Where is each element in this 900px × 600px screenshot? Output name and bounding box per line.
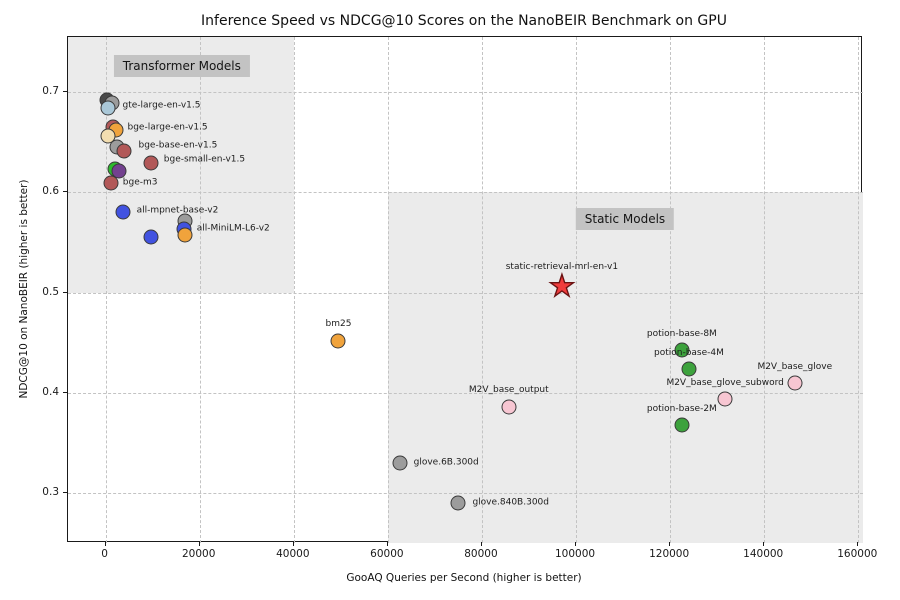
gridline-x-120000 [670,37,672,543]
point-label-all-mpnet-base-v2: all-mpnet-base-v2 [136,205,219,216]
y-tick-0.6 [63,191,67,193]
x-tick-label-100000: 100000 [555,548,596,560]
data-point-glove.840B.300d [450,495,466,511]
point-label-all-MiniLM-L6-v2: all-MiniLM-L6-v2 [196,223,270,234]
data-point-glove.6B.300d [392,455,408,471]
point-label-glove.840B.300d: glove.840B.300d [472,497,549,508]
y-tick-label-0.6: 0.6 [42,185,59,198]
gridline-x-140000 [764,37,766,543]
x-tick-label-60000: 60000 [370,548,404,560]
point-label-gte-large-en-v1.5: gte-large-en-v1.5 [122,100,201,111]
data-point-unlabeled-blue [143,229,159,245]
data-point-bge-base-en-v1.5 [116,143,131,159]
gridline-y-0.4 [68,392,863,394]
data-point-potion-base-2M [674,417,690,433]
data-point-M2V_base_glove_subword [717,391,733,407]
gridline-x-60000 [387,37,389,543]
region-label-static-models: Static Models [575,208,675,231]
x-tick-40000 [292,542,294,546]
y-tick-0.7 [63,91,67,93]
data-point-static-retrieval-mrl-en-v1: ★ [548,269,576,305]
point-label-potion-base-4M: potion-base-4M [653,347,724,358]
data-point-unlabeled-wheat [100,128,116,144]
point-label-M2V_base_glove: M2V_base_glove [757,361,833,372]
data-point-M2V_base_output [501,399,517,415]
point-label-potion-base-2M: potion-base-2M [646,403,717,414]
point-label-M2V_base_glove_subword: M2V_base_glove_subword [666,377,784,388]
shaded-region-static-models [387,192,863,543]
y-tick-0.4 [63,391,67,393]
data-point-bge-small-en-v1.5 [143,155,159,171]
point-label-static-retrieval-mrl-en-v1: static-retrieval-mrl-en-v1 [505,262,619,273]
x-tick-label-160000: 160000 [837,548,878,560]
gridline-x-100000 [576,37,578,543]
x-tick-label-80000: 80000 [464,548,498,560]
gridline-y-0.5 [68,292,863,294]
point-label-potion-base-8M: potion-base-8M [646,328,717,339]
x-tick-80000 [480,542,482,546]
gridline-x-40000 [293,37,295,543]
y-tick-label-0.4: 0.4 [42,385,59,398]
x-tick-120000 [669,542,671,546]
y-axis-label: NDCG@10 on NanoBEIR (higher is better) [18,179,30,399]
chart-title: Inference Speed vs NDCG@10 Scores on the… [201,13,727,29]
x-tick-60000 [386,542,388,546]
x-tick-20000 [198,542,200,546]
data-point-unlabeled-orange [177,227,193,243]
y-tick-label-0.5: 0.5 [42,285,59,298]
x-tick-100000 [575,542,577,546]
gridline-y-0.6 [68,192,863,194]
x-axis-label: GooAQ Queries per Second (higher is bett… [346,572,582,584]
y-tick-label-0.7: 0.7 [42,85,59,98]
gridline-y-0.7 [68,92,863,94]
point-label-bge-m3: bge-m3 [122,177,158,188]
y-tick-0.5 [63,291,67,293]
data-point-potion-base-8M [674,342,690,358]
x-tick-label-140000: 140000 [743,548,784,560]
data-point-bm25 [330,333,346,349]
point-label-M2V_base_output: M2V_base_output [468,384,549,395]
x-tick-label-0: 0 [101,548,108,560]
gridline-x-20000 [199,37,201,543]
x-tick-0 [104,542,106,546]
data-point-unlabeled-purple [111,163,127,179]
x-tick-label-40000: 40000 [276,548,310,560]
data-point-gte-large-en-v1.5 [100,100,115,116]
region-label-transformer-models: Transformer Models [113,55,250,78]
point-label-glove.6B.300d: glove.6B.300d [413,457,479,468]
gridline-x-160000 [858,37,860,543]
x-tick-label-120000: 120000 [649,548,690,560]
y-tick-0.3 [63,491,67,493]
point-label-bge-large-en-v1.5: bge-large-en-v1.5 [127,122,208,133]
plot-area: Transformer Models Static Models gte-large… [67,36,863,543]
data-point-bge-m3 [103,175,119,191]
gridline-x-80000 [481,37,483,543]
x-tick-160000 [857,542,859,546]
y-tick-label-0.3: 0.3 [42,485,59,498]
gridline-y-0.3 [68,492,863,494]
point-label-bge-base-en-v1.5: bge-base-en-v1.5 [138,140,218,151]
point-label-bm25: bm25 [325,318,352,329]
gridline-x-0 [105,37,107,543]
x-tick-label-20000: 20000 [182,548,216,560]
data-point-M2V_base_glove [787,375,803,391]
data-point-potion-base-4M [681,361,697,377]
data-point-all-mpnet-base-v2 [115,204,131,220]
x-tick-140000 [763,542,765,546]
point-label-bge-small-en-v1.5: bge-small-en-v1.5 [163,154,246,165]
